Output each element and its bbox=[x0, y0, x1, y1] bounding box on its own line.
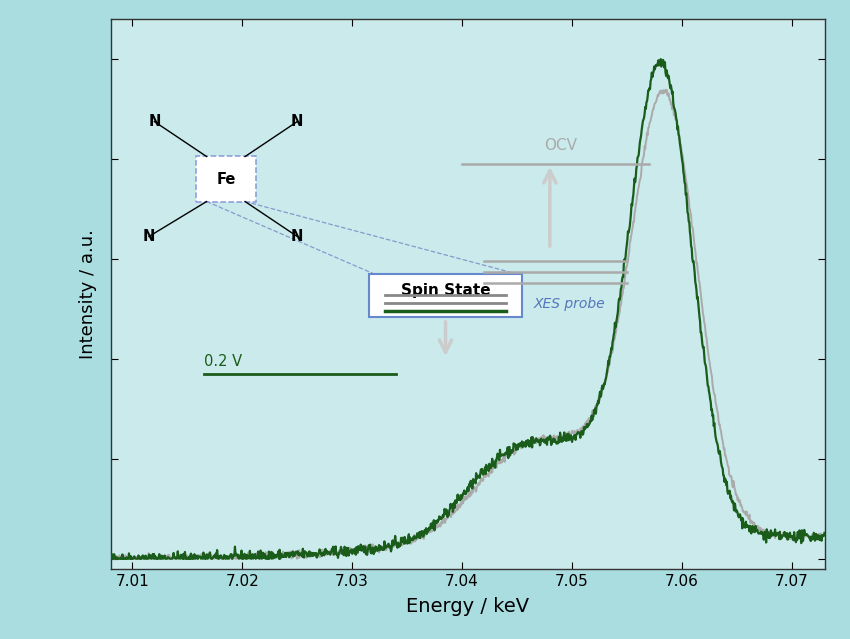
Text: 0.2 V: 0.2 V bbox=[204, 354, 242, 369]
Text: XES probe: XES probe bbox=[534, 296, 605, 311]
FancyBboxPatch shape bbox=[369, 273, 523, 317]
Y-axis label: Intensity / a.u.: Intensity / a.u. bbox=[79, 229, 97, 359]
Text: Spin State: Spin State bbox=[400, 282, 490, 298]
X-axis label: Energy / keV: Energy / keV bbox=[406, 597, 529, 616]
Text: N: N bbox=[291, 114, 303, 129]
Text: N: N bbox=[143, 229, 156, 244]
Text: Fe: Fe bbox=[216, 171, 235, 187]
FancyBboxPatch shape bbox=[196, 157, 256, 202]
Text: N: N bbox=[291, 229, 303, 244]
Text: N: N bbox=[148, 114, 161, 129]
Text: OCV: OCV bbox=[544, 137, 577, 153]
